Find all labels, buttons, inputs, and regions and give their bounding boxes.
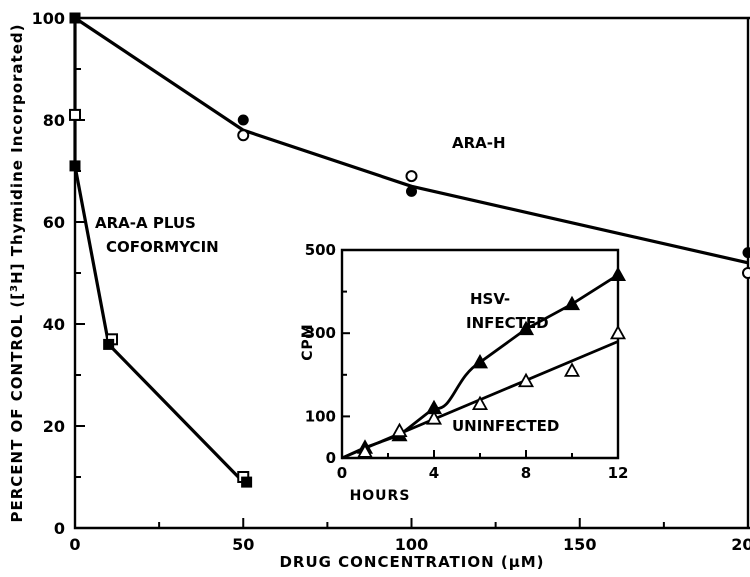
x-tick-label: 50 bbox=[232, 535, 254, 554]
y-tick-label: 60 bbox=[43, 213, 65, 232]
inset-point-open bbox=[517, 372, 535, 388]
x-tick-label: 0 bbox=[69, 535, 80, 554]
data-point-open bbox=[742, 267, 750, 279]
inset-series bbox=[341, 266, 627, 460]
inset-point-open bbox=[391, 422, 408, 438]
data-point-filled bbox=[241, 476, 253, 488]
main-axes: 050100150200020406080100 bbox=[32, 9, 750, 554]
data-point-filled bbox=[103, 338, 115, 350]
inset-y-tick-label: 500 bbox=[305, 241, 336, 259]
data-point-filled bbox=[742, 247, 750, 259]
y-tick-label: 100 bbox=[32, 9, 65, 28]
y-tick-label: 20 bbox=[43, 417, 65, 436]
series-line-ara-h bbox=[74, 16, 749, 265]
data-point-filled bbox=[406, 185, 417, 197]
main-plot-frame bbox=[73, 16, 750, 530]
x-tick-label: 200 bbox=[731, 535, 750, 554]
inset-point-filled bbox=[563, 295, 581, 311]
y-tick-label: 40 bbox=[43, 315, 65, 334]
y-axis-title-part-1: PERCENT OF CONTROL ([ bbox=[8, 292, 26, 523]
inset-x-tick-label: 8 bbox=[521, 464, 531, 482]
series-line-ara-a bbox=[73, 18, 245, 484]
x-tick-label: 100 bbox=[395, 535, 428, 554]
inset-point-open bbox=[471, 395, 489, 411]
inset-point-filled bbox=[517, 320, 535, 336]
inset-x-tick-label: 0 bbox=[337, 464, 347, 482]
inset-point-open bbox=[563, 362, 581, 377]
inset-point-filled bbox=[609, 266, 627, 282]
y-tick-label: 80 bbox=[43, 111, 65, 130]
inset-y-tick-label: 100 bbox=[305, 407, 336, 425]
inset-point-open bbox=[425, 410, 443, 425]
inset-y-tick-label: 300 bbox=[305, 324, 336, 342]
x-axis-title: DRUG CONCENTRATION (μM) bbox=[279, 553, 544, 571]
inset-point-filled bbox=[471, 353, 489, 369]
y-axis-title: PERCENT OF CONTROL ([3H] Thymidine Incor… bbox=[8, 24, 26, 523]
y-tick-label: 0 bbox=[54, 519, 65, 538]
hsv-infected-label-line1: HSV- bbox=[470, 290, 510, 308]
inset-x-axis-title: HOURS bbox=[350, 488, 411, 504]
data-point-filled bbox=[69, 160, 81, 172]
inset-x-tick-label: 4 bbox=[429, 464, 439, 482]
ara-a-label-line1: ARA-A PLUS bbox=[95, 214, 196, 232]
inset-x-tick-label: 12 bbox=[608, 464, 629, 482]
ara-a-label-line2: COFORMYCIN bbox=[106, 238, 219, 256]
data-point-open bbox=[237, 129, 250, 142]
x-tick-label: 150 bbox=[563, 535, 596, 554]
inset-y-axis-title: CPM bbox=[300, 323, 316, 360]
uninfected-label: UNINFECTED bbox=[452, 417, 559, 435]
y-axis-title-superscript: 3 bbox=[9, 284, 20, 292]
data-point-filled bbox=[237, 114, 249, 126]
inset-axes: 0 4 8 12 0 100 300 500 bbox=[305, 241, 629, 482]
hsv-infected-label-line2: INFECTED bbox=[466, 314, 549, 332]
inset-y-tick-label: 0 bbox=[326, 449, 336, 467]
inset-point-open bbox=[609, 324, 627, 340]
y-axis-title-part-2: H] Thymidine Incorporated) bbox=[8, 24, 26, 284]
ara-h-label: ARA-H bbox=[452, 134, 506, 152]
data-point-open bbox=[405, 170, 418, 183]
inset-point-open bbox=[356, 443, 374, 458]
main-series bbox=[69, 12, 750, 488]
data-point-filled bbox=[69, 12, 81, 24]
data-point-open bbox=[69, 108, 81, 121]
